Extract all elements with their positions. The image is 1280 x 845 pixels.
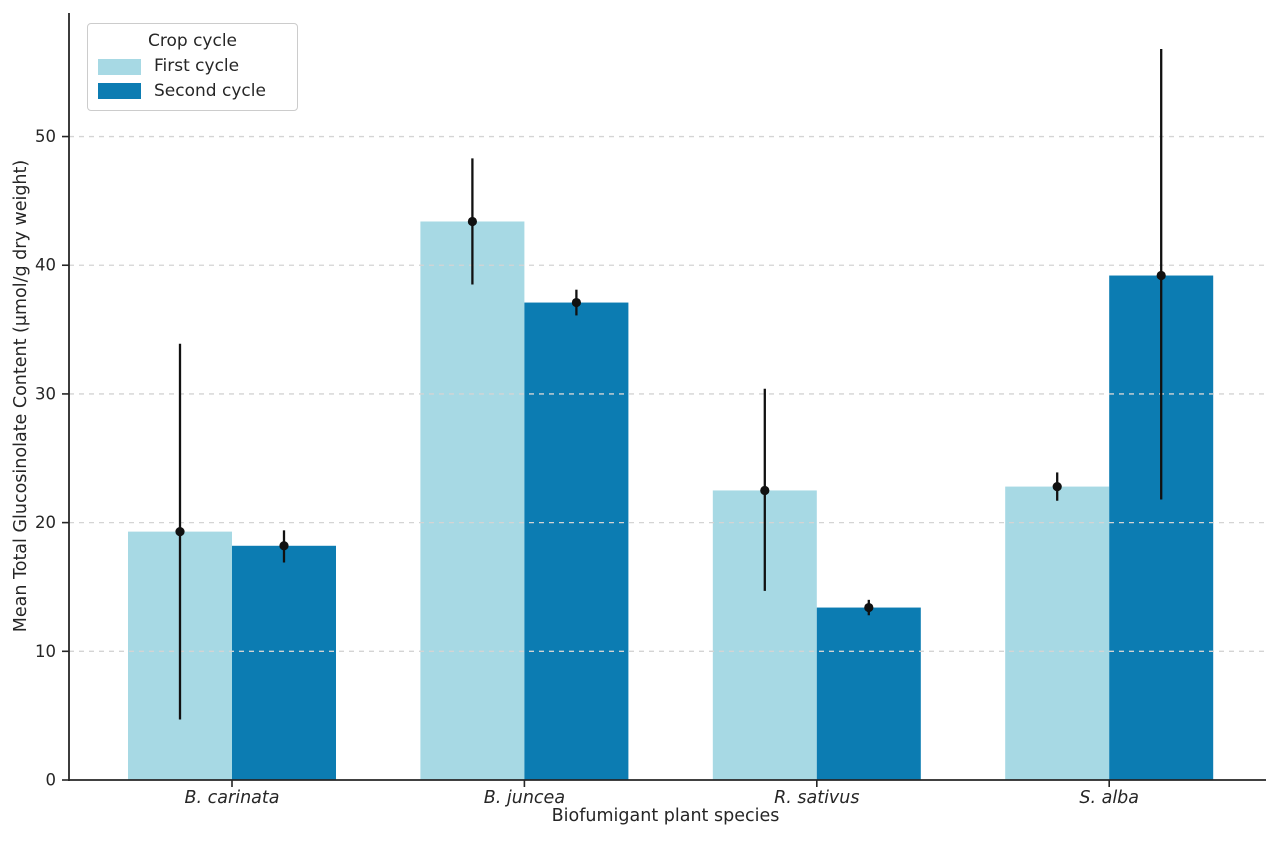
- y-axis-label: Mean Total Glucosinolate Content (μmol/g…: [11, 159, 31, 633]
- legend: Crop cycle First cycle Second cycle: [87, 23, 298, 112]
- legend-swatch-first-cycle-icon: [98, 58, 141, 75]
- legend-title: Crop cycle: [147, 31, 238, 51]
- mean-marker-first-cycle-r-sativus: [760, 485, 770, 496]
- mean-marker-first-cycle-s-alba: [1052, 481, 1062, 492]
- mean-marker-first-cycle-b-juncea: [467, 216, 477, 227]
- legend-item-second-cycle: Second cycle: [98, 80, 287, 102]
- y-tick-label-10: 10: [35, 642, 56, 661]
- x-tick-label-s-alba: S. alba: [1079, 788, 1139, 808]
- x-tick-label-b-carinata: B. carinata: [185, 788, 280, 808]
- legend-item-first-cycle: First cycle: [98, 56, 287, 77]
- mean-marker-second-cycle-b-juncea: [571, 297, 582, 308]
- mean-marker-second-cycle-r-sativus: [864, 602, 874, 613]
- x-tick-label-r-sativus: R. sativus: [774, 788, 859, 808]
- legend-label-first-cycle: First cycle: [154, 56, 240, 76]
- y-tick-label-0: 0: [46, 771, 57, 790]
- x-axis-label: Biofumigant plant species: [551, 806, 780, 826]
- legend-label-second-cycle: Second cycle: [154, 80, 266, 101]
- y-tick-label-30: 30: [35, 384, 56, 403]
- bar-first-cycle-b-juncea: [420, 221, 525, 780]
- bar-second-cycle-b-juncea: [524, 302, 629, 780]
- x-tick-label-b-juncea: B. juncea: [484, 788, 565, 808]
- y-tick-label-50: 50: [35, 127, 56, 146]
- bar-second-cycle-b-carinata: [232, 545, 336, 780]
- y-tick-label-20: 20: [35, 513, 56, 532]
- mean-marker-second-cycle-s-alba: [1156, 270, 1166, 281]
- bar-second-cycle-r-sativus: [816, 607, 921, 780]
- bar-first-cycle-s-alba: [1005, 486, 1110, 780]
- mean-marker-second-cycle-b-carinata: [279, 541, 289, 551]
- mean-marker-first-cycle-b-carinata: [175, 527, 185, 537]
- legend-swatch-second-cycle-icon: [98, 83, 141, 100]
- y-tick-label-40: 40: [35, 256, 56, 275]
